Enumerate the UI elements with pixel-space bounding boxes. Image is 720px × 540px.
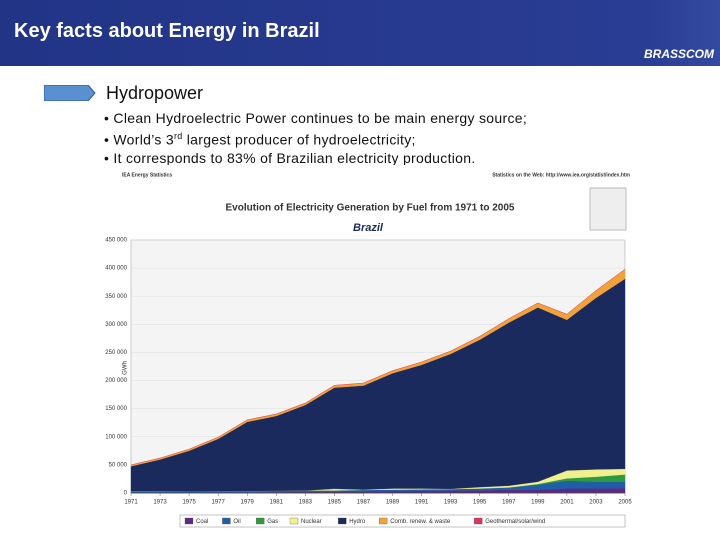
x-tick-label: 1995 bbox=[473, 500, 487, 506]
legend-swatch bbox=[184, 517, 194, 525]
x-tick-label: 1973 bbox=[153, 500, 167, 506]
legend-swatch bbox=[338, 517, 347, 525]
y-tick-label: 0 bbox=[124, 491, 128, 497]
source-right: Statistics on the Web: http://www.iea.or… bbox=[492, 172, 630, 178]
bullet: • Clean Hydroelectric Power continues to… bbox=[104, 110, 528, 126]
section-arrow bbox=[44, 85, 96, 101]
bullet-text: It corresponds to 83% of Brazilian elect… bbox=[113, 149, 476, 166]
chart-subtitle: Brazil bbox=[353, 222, 384, 234]
logo bbox=[589, 187, 627, 231]
y-tick-label: 400 000 bbox=[105, 266, 127, 272]
y-tick-label: 150 000 bbox=[105, 406, 127, 412]
legend-swatch bbox=[256, 517, 265, 525]
x-tick-label: 1977 bbox=[211, 500, 225, 506]
x-tick-label: 1999 bbox=[531, 500, 545, 506]
x-tick-label: 1987 bbox=[357, 500, 371, 506]
y-tick-label: 50 000 bbox=[109, 462, 128, 468]
bullet-text: largest producer of hydroelectricity; bbox=[182, 131, 416, 148]
x-tick-label: 1975 bbox=[182, 500, 196, 506]
legend-label: Oil bbox=[233, 519, 240, 525]
brand: BRASSCOM bbox=[643, 47, 714, 61]
legend-swatch bbox=[222, 517, 231, 525]
y-tick-label: 250 000 bbox=[105, 350, 127, 356]
y-tick-label: 300 000 bbox=[105, 322, 127, 328]
bullet-text: Clean Hydroelectric Power continues to b… bbox=[113, 110, 528, 126]
legend-swatch bbox=[474, 517, 483, 525]
x-tick-label: 1979 bbox=[241, 500, 255, 506]
y-tick-label: 100 000 bbox=[105, 434, 127, 440]
bullet-list: • Clean Hydroelectric Power continues to… bbox=[104, 109, 527, 167]
x-tick-label: 1993 bbox=[444, 500, 458, 506]
legend-label: Hydro bbox=[349, 519, 366, 525]
bullet: • It corresponds to 83% of Brazilian ele… bbox=[104, 149, 476, 166]
legend-label: Comb. renew. & waste bbox=[390, 519, 451, 525]
x-tick-label: 1971 bbox=[124, 500, 138, 506]
bullet: • World’s 3rd largest producer of hydroe… bbox=[104, 131, 416, 148]
legend-label: Gas bbox=[267, 519, 278, 525]
x-tick-label: 1981 bbox=[270, 500, 284, 506]
superscript: rd bbox=[173, 131, 183, 141]
slide-title: Key facts about Energy in Brazil bbox=[14, 20, 320, 42]
y-axis-label: GWh bbox=[123, 361, 129, 375]
y-tick-label: 200 000 bbox=[105, 378, 127, 384]
x-tick-label: 1991 bbox=[415, 500, 429, 506]
legend-label: Geothermal/solar/wind bbox=[485, 519, 545, 525]
legend-swatch bbox=[289, 517, 299, 525]
x-tick-label: 1983 bbox=[299, 500, 313, 506]
x-tick-label: 1997 bbox=[502, 500, 516, 506]
y-tick-label: 450 000 bbox=[105, 238, 127, 244]
area bbox=[130, 269, 626, 466]
source-left: IEA Energy Statistics bbox=[122, 172, 172, 178]
chart-title: Evolution of Electricity Generation by F… bbox=[226, 203, 515, 214]
legend-label: Coal bbox=[196, 519, 208, 525]
header-bar bbox=[0, 0, 720, 66]
legend-swatch bbox=[379, 517, 388, 525]
x-tick-label: 2005 bbox=[618, 500, 632, 506]
bullet-text: World’s 3 bbox=[113, 131, 174, 148]
x-tick-label: 1985 bbox=[328, 500, 342, 506]
section-heading: Hydropower bbox=[106, 83, 204, 103]
x-tick-label: 2001 bbox=[560, 500, 574, 506]
legend-label: Nuclear bbox=[301, 519, 322, 525]
y-tick-label: 350 000 bbox=[105, 294, 127, 300]
x-tick-label: 2003 bbox=[589, 500, 603, 506]
x-tick-label: 1989 bbox=[386, 500, 400, 506]
